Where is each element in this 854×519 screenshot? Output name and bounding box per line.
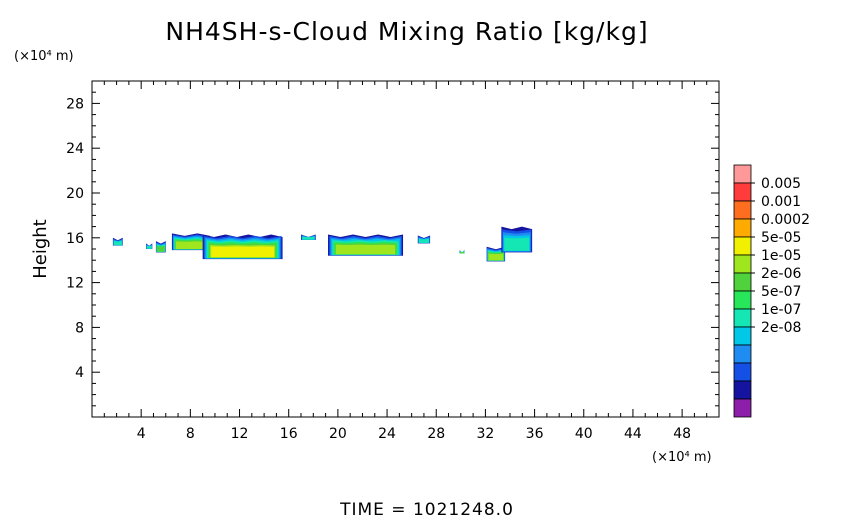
cloud-contour xyxy=(488,253,504,261)
y-tick-label: 20 xyxy=(66,186,84,202)
x-tick-label: 16 xyxy=(280,426,298,442)
x-tick-label: 8 xyxy=(186,426,195,442)
colorbar-swatch xyxy=(733,236,752,256)
x-unit-label: (×10⁴ m) xyxy=(652,450,712,465)
x-tick-label: 4 xyxy=(137,426,146,442)
plot-area xyxy=(112,226,533,262)
colorbar-label: 1e-05 xyxy=(761,248,801,264)
colorbar-swatch xyxy=(733,164,752,184)
x-tick-label: 48 xyxy=(673,426,691,442)
x-tick-label: 28 xyxy=(427,426,445,442)
x-tick-label: 20 xyxy=(329,426,347,442)
x-tick-label: 32 xyxy=(476,426,494,442)
y-tick-label: 4 xyxy=(75,365,84,381)
colorbar-label: 0.005 xyxy=(761,176,801,192)
colorbar-label: 0.0002 xyxy=(761,212,810,228)
colorbar-swatch xyxy=(733,200,752,220)
cloud-contour xyxy=(146,245,152,249)
colorbar-swatch xyxy=(733,398,752,418)
y-tick-label: 16 xyxy=(66,231,84,247)
colorbar-swatch xyxy=(733,380,752,400)
cloud-contour xyxy=(504,237,530,251)
colorbar-swatch xyxy=(733,254,752,274)
colorbar-swatch xyxy=(733,218,752,238)
y-axis-label: Height xyxy=(30,219,51,279)
cloud-contour xyxy=(460,251,465,254)
cloud-contour xyxy=(211,246,275,258)
y-tick-label: 28 xyxy=(66,96,84,112)
colorbar: 0.005 0.001 0.0002 5e-05 1e-05 2e-06 5e-07 1e-0… xyxy=(733,164,810,418)
colorbar-label: 1e-07 xyxy=(761,302,801,318)
x-tick-label: 44 xyxy=(624,426,642,442)
x-tick-label: 24 xyxy=(378,426,396,442)
colorbar-swatch xyxy=(733,182,752,202)
colorbar-swatch xyxy=(733,326,752,346)
x-tick-label: 40 xyxy=(575,426,593,442)
cloud-contour xyxy=(156,246,165,252)
cloud-contour xyxy=(418,239,429,243)
colorbar-label: 2e-06 xyxy=(761,266,801,282)
colorbar-swatch xyxy=(733,362,752,382)
y-tick-label: 8 xyxy=(75,320,84,336)
y-tick-label: 12 xyxy=(66,276,84,292)
cloud-contour xyxy=(302,236,315,240)
colorbar-label: 5e-07 xyxy=(761,284,801,300)
cloud-contour xyxy=(175,241,207,249)
colorbar-swatch xyxy=(733,308,752,328)
chart-title: NH4SH-s-Cloud Mixing Ratio [kg/kg] xyxy=(165,17,648,46)
cloud-contour xyxy=(113,241,122,246)
colorbar-swatch xyxy=(733,290,752,310)
colorbar-swatch xyxy=(733,344,752,364)
time-label: TIME = 1021248.0 xyxy=(339,500,514,519)
x-tick-label: 36 xyxy=(526,426,544,442)
y-unit-label: (×10⁴ m) xyxy=(14,49,74,64)
x-tick-label: 12 xyxy=(231,426,249,442)
colorbar-label: 5e-05 xyxy=(761,230,801,246)
y-tick-label: 24 xyxy=(66,141,84,157)
colorbar-label: 0.001 xyxy=(761,194,801,210)
colorbar-swatch xyxy=(733,272,752,292)
colorbar-label: 2e-08 xyxy=(761,320,801,336)
cloud-contour xyxy=(335,244,396,255)
